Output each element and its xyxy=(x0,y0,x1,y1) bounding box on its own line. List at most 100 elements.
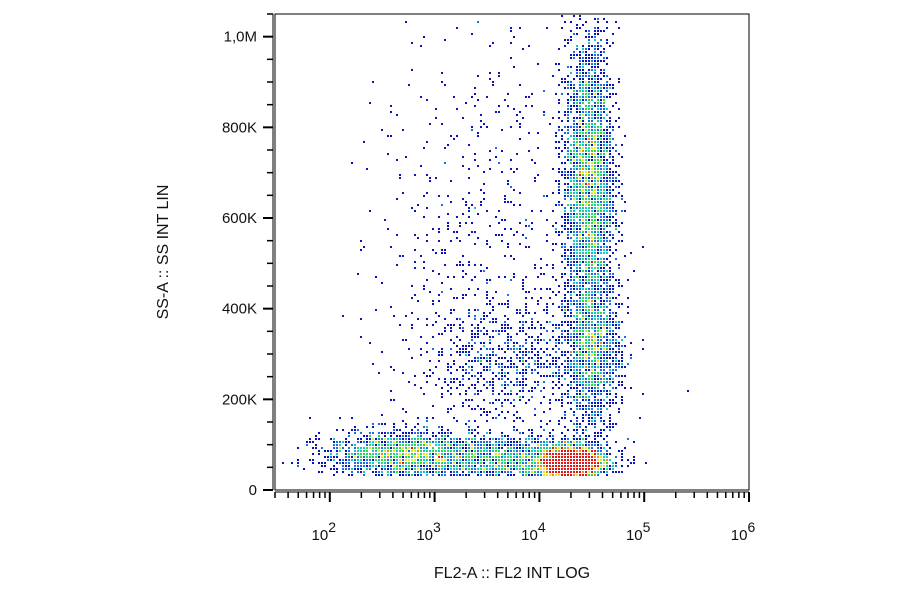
event-dot xyxy=(522,117,524,119)
event-dot xyxy=(432,465,434,467)
event-dot xyxy=(546,240,548,242)
event-dot xyxy=(510,186,512,188)
event-dot xyxy=(393,399,395,401)
event-dot xyxy=(471,462,473,464)
event-dot xyxy=(576,402,578,404)
event-dot xyxy=(615,315,617,317)
event-dot xyxy=(612,159,614,161)
event-dot xyxy=(510,168,512,170)
event-dot xyxy=(528,462,530,464)
event-dot xyxy=(414,444,416,446)
event-dot xyxy=(495,453,497,455)
event-dot xyxy=(573,249,575,251)
event-dot xyxy=(408,462,410,464)
event-dot xyxy=(585,90,587,92)
event-dot xyxy=(543,351,545,353)
event-dot xyxy=(537,435,539,437)
event-dot xyxy=(369,468,371,470)
event-dot xyxy=(615,357,617,359)
event-dot xyxy=(597,129,599,131)
event-dot xyxy=(609,342,611,344)
event-dot xyxy=(420,447,422,449)
event-dot xyxy=(522,456,524,458)
event-dot xyxy=(414,375,416,377)
event-dot xyxy=(429,180,431,182)
event-dot xyxy=(489,441,491,443)
event-dot xyxy=(594,135,596,137)
event-dot xyxy=(609,405,611,407)
event-dot xyxy=(516,453,518,455)
event-dot xyxy=(609,177,611,179)
event-dot xyxy=(582,333,584,335)
event-dot xyxy=(582,387,584,389)
event-dot xyxy=(492,306,494,308)
event-dot xyxy=(594,246,596,248)
event-dot xyxy=(531,342,533,344)
event-dot xyxy=(507,345,509,347)
event-dot xyxy=(573,258,575,260)
event-dot xyxy=(414,432,416,434)
event-dot xyxy=(609,429,611,431)
event-dot xyxy=(615,345,617,347)
event-dot xyxy=(612,330,614,332)
event-dot xyxy=(609,189,611,191)
event-dot xyxy=(573,186,575,188)
event-dot xyxy=(585,249,587,251)
event-dot xyxy=(516,462,518,464)
event-dot xyxy=(582,66,584,68)
event-dot xyxy=(492,450,494,452)
event-dot xyxy=(600,252,602,254)
event-dot xyxy=(585,465,587,467)
event-dot xyxy=(606,246,608,248)
event-dot xyxy=(357,459,359,461)
event-dot xyxy=(540,390,542,392)
event-dot xyxy=(402,438,404,440)
event-dot xyxy=(585,63,587,65)
event-dot xyxy=(429,471,431,473)
event-dot xyxy=(543,387,545,389)
event-dot xyxy=(588,396,590,398)
event-dot xyxy=(543,366,545,368)
event-dot xyxy=(606,333,608,335)
event-dot xyxy=(402,456,404,458)
event-dot xyxy=(591,168,593,170)
event-dot xyxy=(567,87,569,89)
event-dot xyxy=(444,252,446,254)
event-dot xyxy=(597,456,599,458)
event-dot xyxy=(603,102,605,104)
event-dot xyxy=(507,474,509,476)
event-dot xyxy=(363,459,365,461)
event-dot xyxy=(579,291,581,293)
event-dot xyxy=(567,141,569,143)
event-dot xyxy=(594,201,596,203)
event-dot xyxy=(453,441,455,443)
event-dot xyxy=(546,288,548,290)
event-dot xyxy=(495,363,497,365)
event-dot xyxy=(414,234,416,236)
event-dot xyxy=(582,453,584,455)
event-dot xyxy=(570,198,572,200)
event-dot xyxy=(360,468,362,470)
event-dot xyxy=(531,450,533,452)
event-dot xyxy=(351,468,353,470)
event-dot xyxy=(585,219,587,221)
event-dot xyxy=(468,210,470,212)
event-dot xyxy=(552,465,554,467)
event-dot xyxy=(357,453,359,455)
event-dot xyxy=(585,114,587,116)
event-dot xyxy=(387,456,389,458)
event-dot xyxy=(588,360,590,362)
event-dot xyxy=(570,267,572,269)
event-dot xyxy=(570,54,572,56)
event-dot xyxy=(603,99,605,101)
event-dot xyxy=(615,393,617,395)
event-dot xyxy=(369,210,371,212)
event-dot xyxy=(426,459,428,461)
event-dot xyxy=(600,390,602,392)
event-dot xyxy=(606,39,608,41)
event-dot xyxy=(492,348,494,350)
event-dot xyxy=(510,159,512,161)
event-dot xyxy=(513,366,515,368)
event-dot xyxy=(561,174,563,176)
event-dot xyxy=(402,447,404,449)
